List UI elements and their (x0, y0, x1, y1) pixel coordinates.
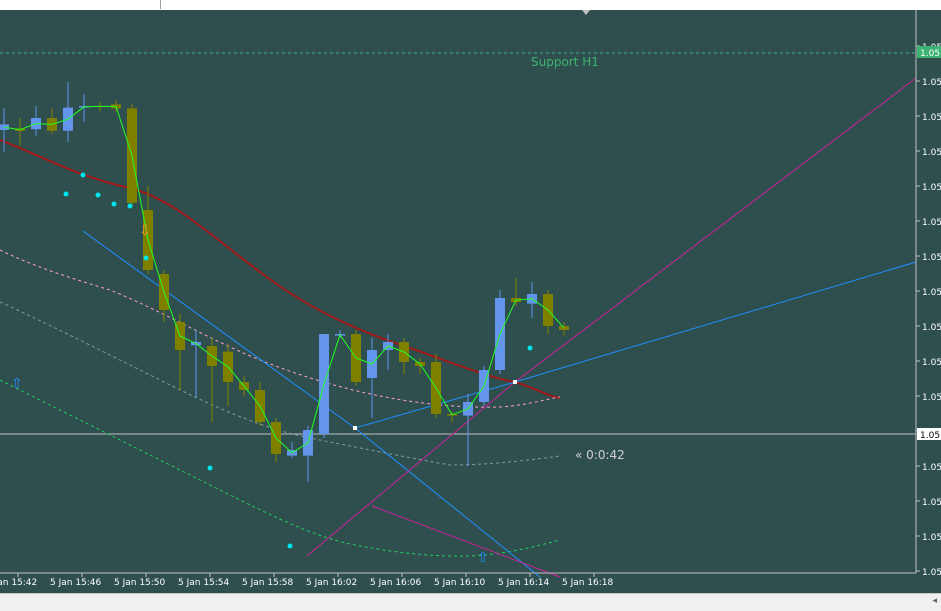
candle[interactable] (319, 334, 329, 438)
price-label: 1.05 (922, 533, 941, 543)
support-price-tag (917, 46, 941, 58)
candle[interactable] (495, 290, 505, 374)
price-label: 1.05 (922, 568, 941, 578)
candle[interactable] (303, 426, 313, 482)
candle[interactable] (0, 108, 9, 152)
candle[interactable] (431, 354, 441, 418)
price-label: 1.05 (922, 253, 941, 263)
time-label: 5 Jan 16:06 (370, 578, 422, 588)
price-label: 1.05 (922, 288, 941, 298)
candle[interactable] (271, 418, 281, 462)
candle[interactable] (415, 358, 425, 374)
signal-dot (111, 201, 117, 207)
moving-average-gray (0, 301, 561, 466)
price-label: 1.05 (922, 183, 941, 193)
candle[interactable] (511, 278, 521, 306)
anchor-point[interactable] (513, 380, 517, 384)
candle[interactable] (15, 118, 25, 146)
current-price-tag (917, 428, 941, 440)
price-label: 1.05 (922, 148, 941, 158)
down-arrow-icon: ⇩ (139, 223, 151, 239)
candle[interactable] (31, 106, 41, 136)
anchor-point[interactable] (353, 426, 357, 430)
signal-dot (80, 172, 86, 178)
candle[interactable] (191, 330, 201, 398)
zigzag-indicator (3, 105, 565, 454)
candle[interactable] (399, 338, 409, 374)
lower-band-green (0, 379, 561, 557)
signal-dot (207, 465, 213, 471)
time-label: 5 Jan 15:46 (50, 578, 102, 588)
candle[interactable] (463, 394, 473, 466)
candle-timer: « 0:0:42 (575, 448, 625, 462)
moving-average-red (0, 139, 561, 399)
price-label: 1.05 (922, 463, 941, 473)
signal-dot (143, 255, 149, 261)
candle[interactable] (47, 108, 57, 134)
candle[interactable] (63, 82, 73, 142)
candle[interactable] (255, 382, 265, 426)
up-arrow-icon: ⇧ (477, 550, 489, 566)
signal-dot (127, 203, 133, 209)
signal-dot (95, 192, 101, 198)
scroll-left-icon[interactable]: ◂ (932, 596, 937, 606)
signal-dots (63, 172, 533, 549)
time-label: 5 Jan 16:14 (498, 578, 550, 588)
signal-dot (527, 345, 533, 351)
candle[interactable] (543, 290, 553, 334)
price-label: 1.05 (922, 113, 941, 123)
price-label: 1.05 (922, 498, 941, 508)
candle[interactable] (207, 338, 217, 422)
time-label: 5 Jan 15:58 (242, 578, 294, 588)
price-label: 1.05 (922, 393, 941, 403)
support-price-tag-text: 1.05 (920, 49, 940, 59)
trendline-magenta[interactable] (306, 77, 917, 557)
time-label: 5 Jan 15:42 (0, 578, 37, 588)
status-bar: ◂ (0, 593, 941, 611)
price-label: 1.05 (922, 218, 941, 228)
price-label: 1.05 (922, 323, 941, 333)
candle[interactable] (159, 270, 169, 322)
current-price-tag-text: 1.05 (920, 431, 940, 441)
support-label: Support H1 (531, 55, 599, 69)
time-label: 5 Jan 15:54 (178, 578, 230, 588)
time-label: 5 Jan 16:10 (434, 578, 486, 588)
candle[interactable] (223, 343, 233, 406)
candle[interactable] (527, 282, 537, 318)
candle[interactable] (367, 338, 377, 418)
chart-window[interactable]: Support H1 (0, 10, 941, 593)
trendline-blue-lower[interactable] (354, 427, 541, 578)
up-arrow-icon: ⇧ (11, 376, 23, 392)
signal-dot (63, 191, 69, 197)
time-label: 5 Jan 16:18 (562, 578, 614, 588)
moving-average-pink (0, 249, 561, 408)
time-label: 5 Jan 16:02 (306, 578, 357, 588)
candle[interactable] (79, 94, 89, 122)
chart-shift-marker[interactable] (582, 10, 590, 15)
signal-dot (287, 543, 293, 549)
time-label: 5 Jan 15:50 (114, 578, 166, 588)
trendline-magenta-lower[interactable] (371, 505, 561, 578)
price-label: 1.05 (922, 358, 941, 368)
price-chart[interactable]: Support H1 (0, 10, 941, 593)
price-label: 1.05 (922, 78, 941, 88)
